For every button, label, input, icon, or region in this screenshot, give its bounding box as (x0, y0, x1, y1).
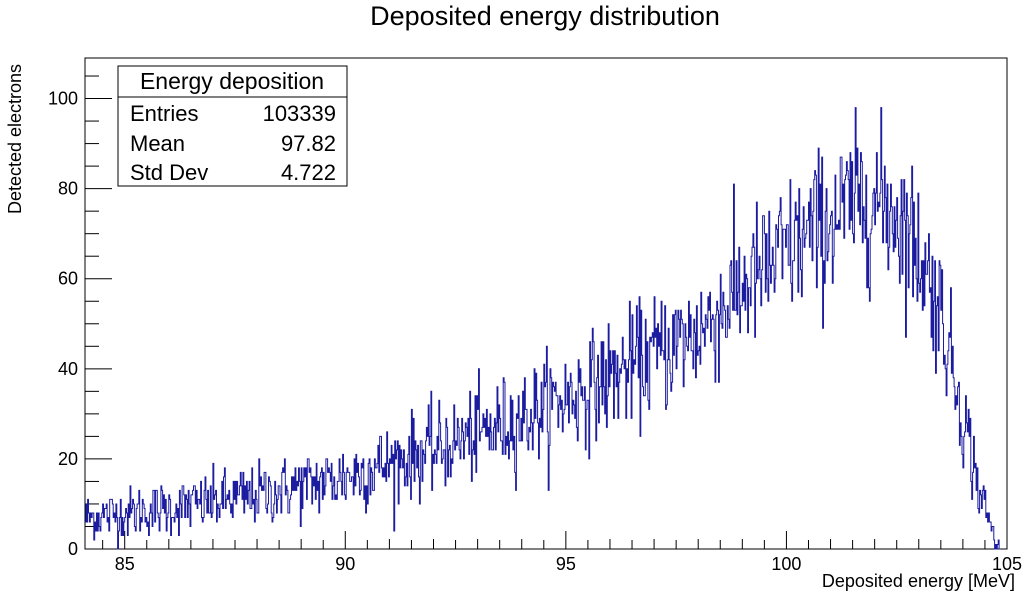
axis-tick-labels: 85 90 95 100 105 0 20 40 60 80 100 (48, 89, 1022, 574)
x-tick-label: 85 (115, 554, 135, 574)
y-tick-label: 100 (48, 89, 78, 109)
plot-frame (84, 57, 1008, 550)
y-axis-title: Detected electrons (5, 64, 25, 214)
chart-title: Deposited energy distribution (370, 1, 720, 31)
y-tick-label: 0 (68, 539, 78, 559)
stats-stddev-value: 4.722 (281, 160, 336, 185)
y-tick-label: 80 (58, 179, 78, 199)
y-tick-label: 20 (58, 449, 78, 469)
histogram-series (85, 107, 1001, 550)
x-tick-label: 105 (992, 554, 1022, 574)
stats-box: Energy deposition Entries 103339 Mean 97… (117, 65, 348, 187)
stats-box-frame (117, 65, 348, 187)
x-axis-title: Deposited energy [MeV] (822, 571, 1015, 591)
y-tick-label: 60 (58, 269, 78, 289)
x-tick-label: 100 (771, 554, 801, 574)
stats-box-title: Energy deposition (140, 68, 324, 94)
stats-entries-value: 103339 (263, 101, 336, 126)
stats-mean-value: 97.82 (281, 131, 336, 156)
x-tick-label: 95 (556, 554, 576, 574)
stats-mean-label: Mean (130, 131, 185, 156)
stats-stddev-label: Std Dev (130, 160, 208, 185)
x-tick-label: 90 (335, 554, 355, 574)
axis-ticks (85, 75, 1008, 550)
stats-entries-label: Entries (130, 101, 198, 126)
y-tick-label: 40 (58, 359, 78, 379)
